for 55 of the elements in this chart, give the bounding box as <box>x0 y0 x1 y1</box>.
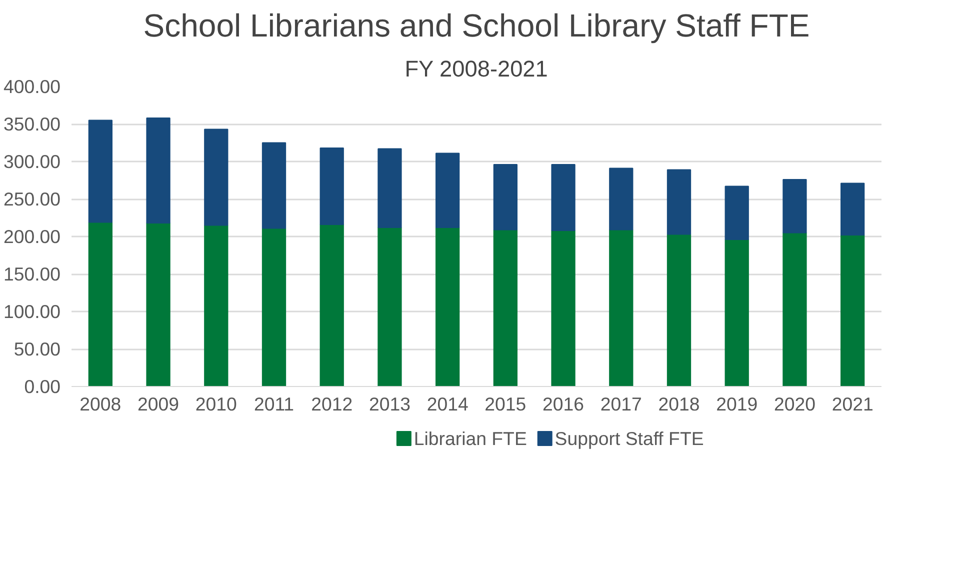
bar <box>146 222 170 386</box>
y-tick-label: 150.00 <box>3 264 60 284</box>
bar <box>204 224 228 386</box>
bar <box>88 222 112 386</box>
y-tick-label: 200.00 <box>3 226 60 247</box>
bar <box>609 168 634 230</box>
bar <box>666 234 692 386</box>
x-tick-label: 2008 <box>80 394 122 414</box>
bar <box>204 128 228 226</box>
chart-title: School Librarians and School Library Staff FTE <box>143 8 810 44</box>
bar <box>378 148 402 228</box>
y-tick-label: 100.00 <box>3 301 60 322</box>
x-tick-label: 2010 <box>195 394 237 414</box>
legend-label: Support Staff FTE <box>554 428 704 449</box>
x-tick-label: 2015 <box>484 394 526 414</box>
y-tick-label: 350.00 <box>3 114 60 134</box>
bar <box>609 229 634 386</box>
bar <box>378 227 402 386</box>
y-tick-label: 50.00 <box>14 338 60 360</box>
x-tick-label: 2017 <box>600 394 642 414</box>
bar <box>840 182 865 236</box>
bar <box>551 164 576 231</box>
bar <box>262 142 286 229</box>
bar <box>724 239 749 386</box>
x-tick-label: 2016 <box>542 394 584 414</box>
bar <box>724 186 749 240</box>
y-tick-label: 400.00 <box>3 76 60 97</box>
bar <box>840 234 865 386</box>
x-tick-label: 2019 <box>716 394 758 414</box>
x-tick-label: 2009 <box>138 394 180 414</box>
bar <box>88 120 112 223</box>
bar <box>436 227 460 386</box>
bar <box>493 229 518 386</box>
x-tick-label: 2012 <box>311 394 353 414</box>
bar <box>782 232 807 386</box>
bar <box>146 118 170 224</box>
bar <box>436 152 460 228</box>
bar <box>666 169 692 235</box>
bar <box>262 228 286 386</box>
y-tick-label: 0.00 <box>24 376 60 397</box>
x-tick-label: 2013 <box>368 394 410 414</box>
bar <box>782 179 807 234</box>
x-tick-label: 2021 <box>832 394 874 414</box>
x-tick-label: 2020 <box>774 394 816 414</box>
x-tick-label: 2014 <box>426 394 468 414</box>
legend-label: Librarian FTE <box>414 428 527 449</box>
bar <box>320 224 344 386</box>
chart-subtitle: FY 2008-2021 <box>404 56 548 82</box>
x-tick-label: 2011 <box>254 394 294 414</box>
y-tick-label: 250.00 <box>3 188 60 210</box>
x-tick-label: 2018 <box>658 394 700 414</box>
bar <box>493 164 518 230</box>
bar <box>320 148 344 225</box>
y-tick-label: 300.00 <box>3 151 60 172</box>
bar <box>551 230 576 386</box>
